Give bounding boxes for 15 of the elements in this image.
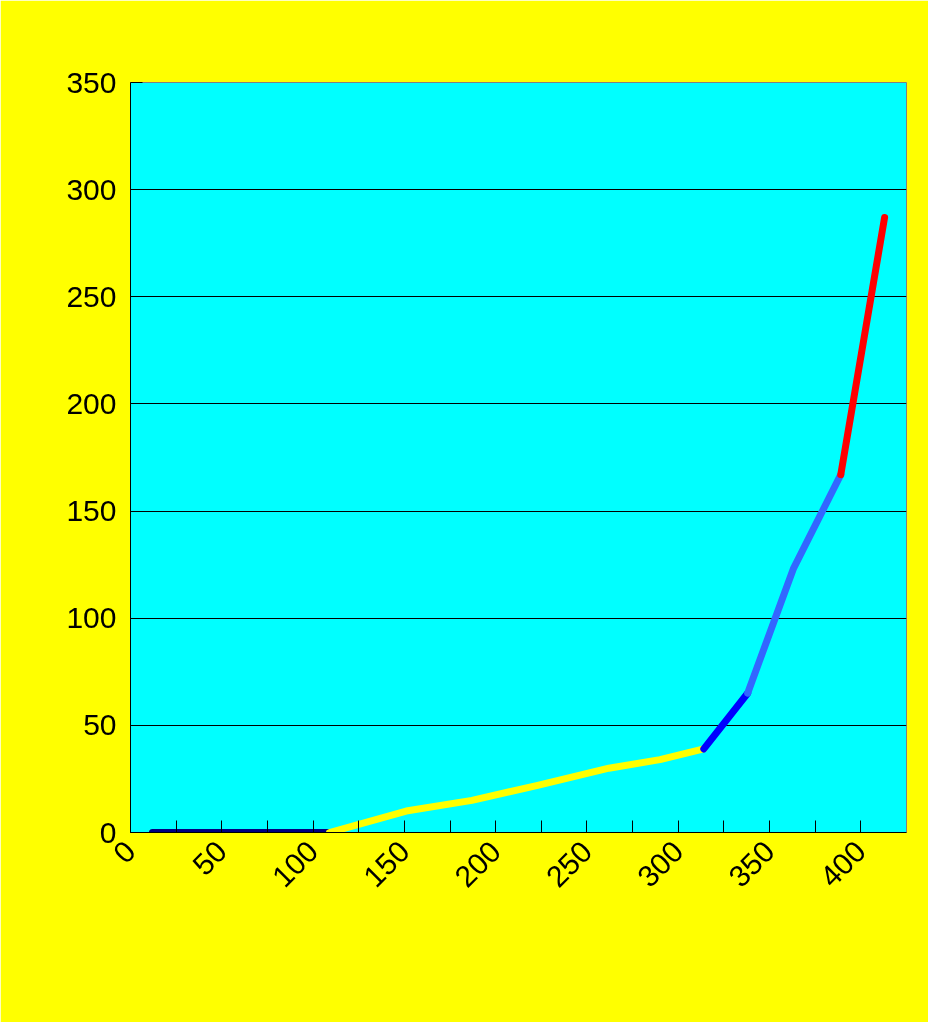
y-tick-label: 50 [83,708,117,742]
y-tick-label: 300 [66,172,117,206]
x-tick-label: 400 [813,834,873,894]
x-tick-label: 150 [356,834,416,894]
y-tick-label: 100 [66,601,117,635]
x-tick-label: 300 [630,834,690,894]
y-tick-label: 350 [66,65,117,99]
x-tick-label: 200 [448,834,507,894]
y-tick-label: 250 [66,279,117,313]
x-tick-label: 250 [539,834,599,894]
x-tick-label: 350 [722,834,781,894]
y-tick-label: 200 [66,386,117,420]
x-tick-label: 50 [186,834,234,882]
y-tick-label: 150 [66,494,117,528]
x-tick-label: 100 [265,834,325,894]
